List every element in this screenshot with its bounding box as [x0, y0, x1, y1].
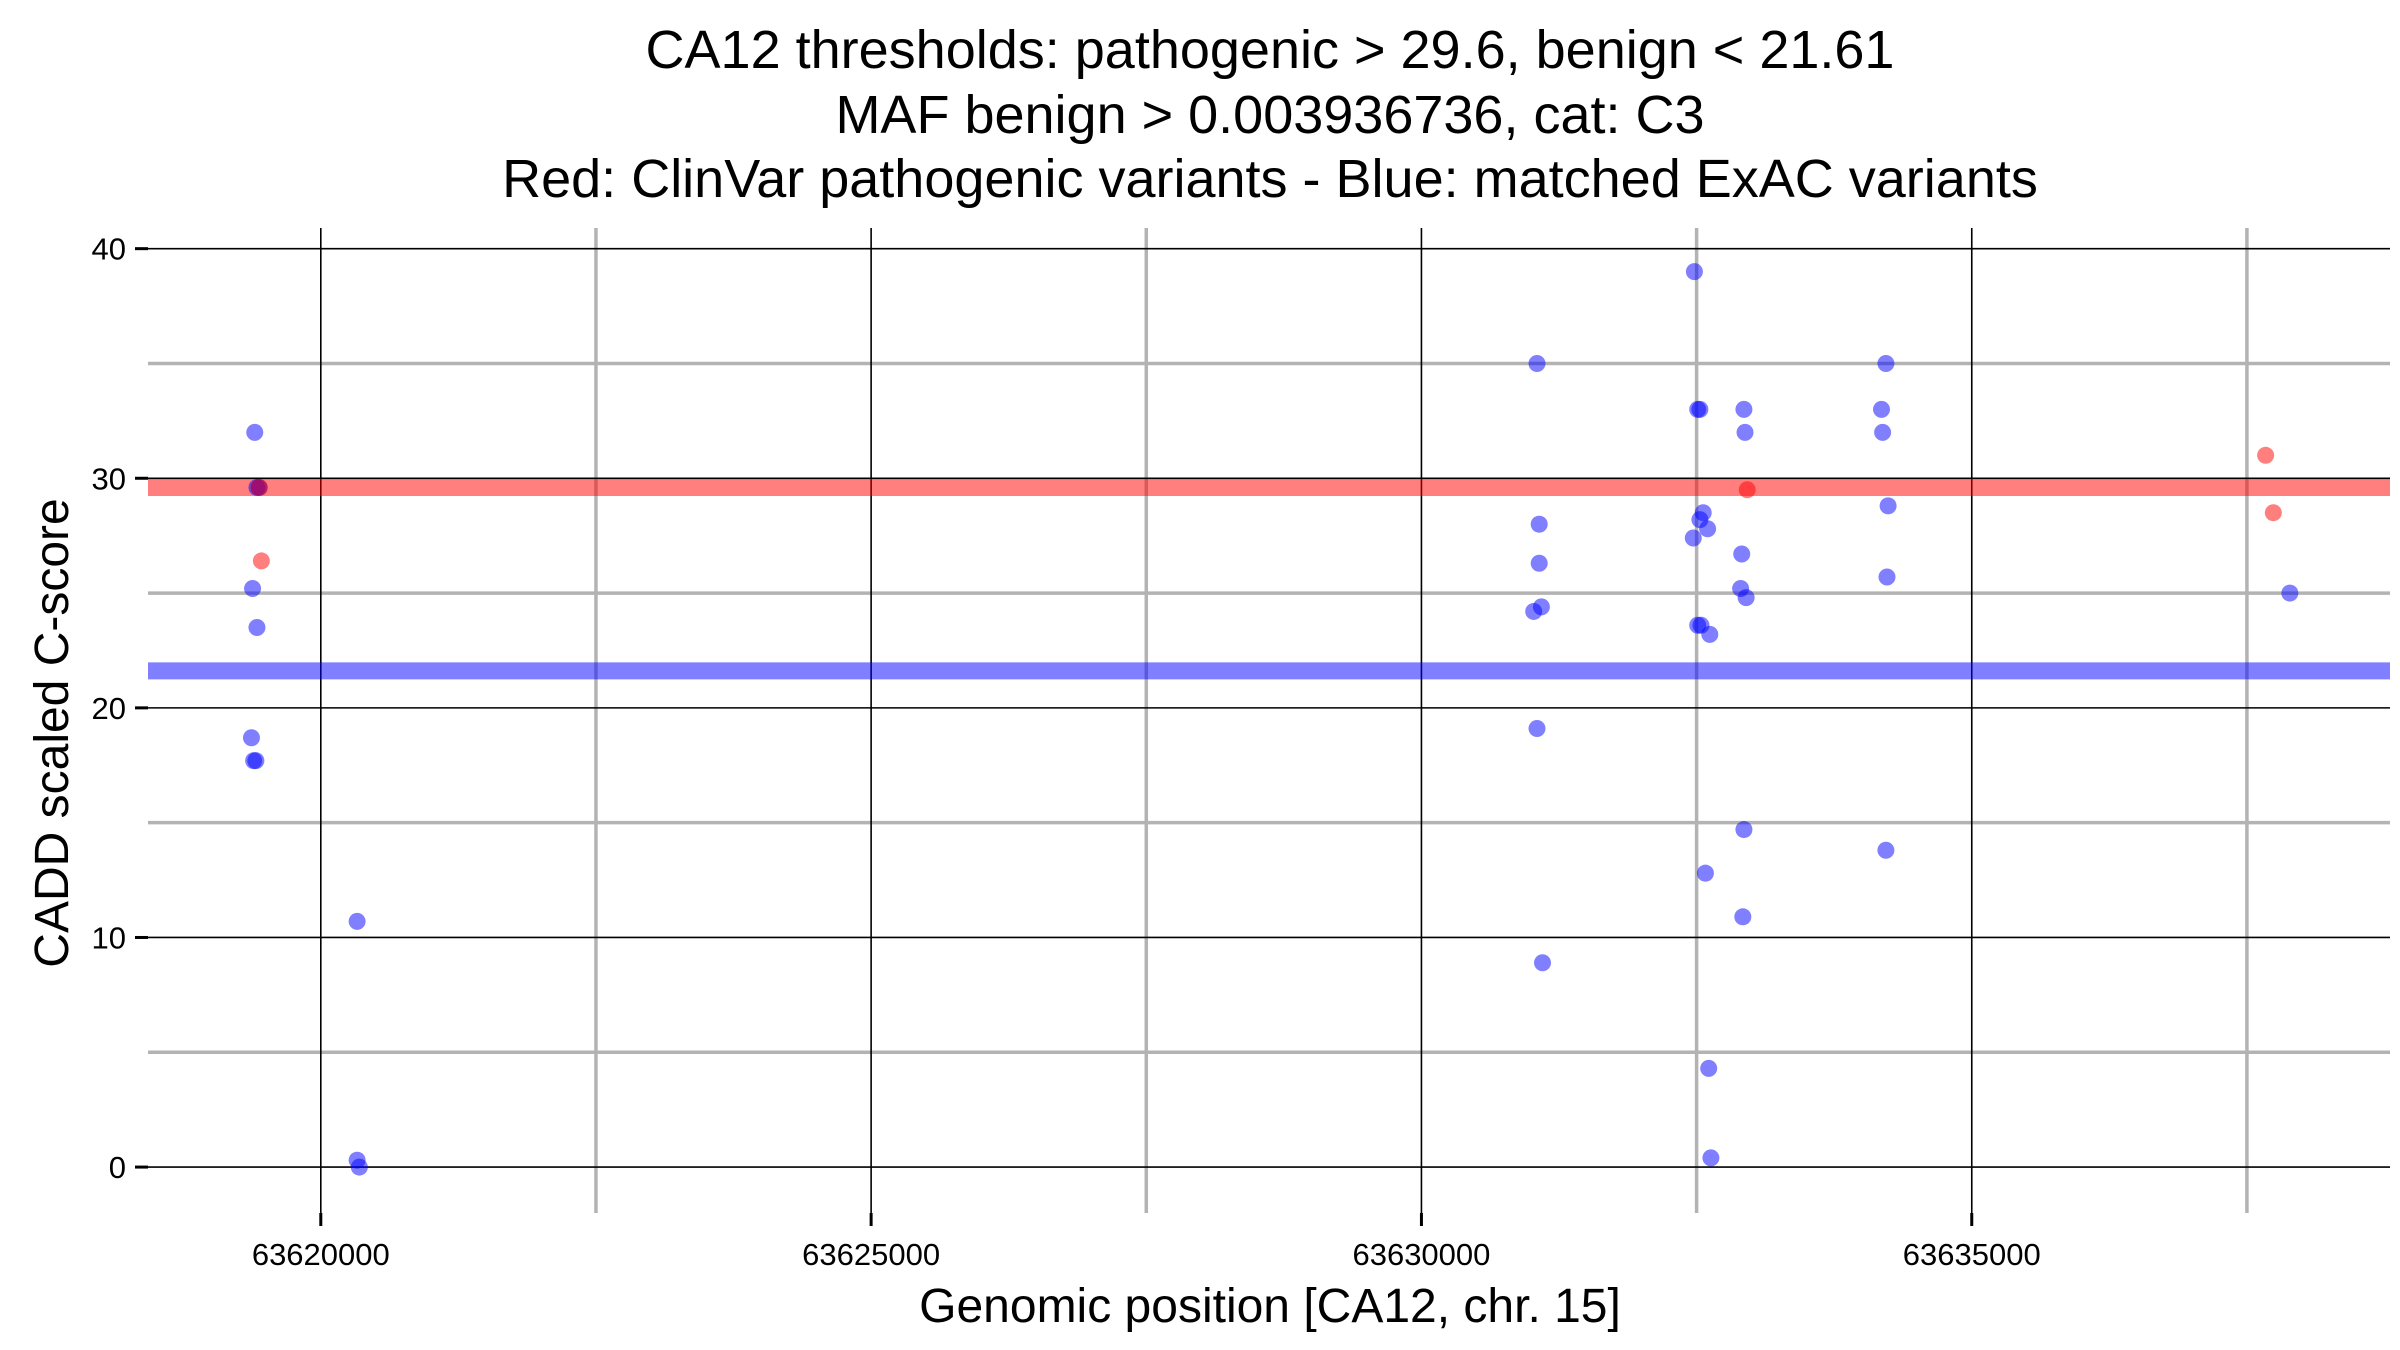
exac-point: [1735, 821, 1753, 839]
exac-point: [246, 423, 264, 441]
grid: [148, 228, 2390, 1213]
exac-point: [1736, 423, 1754, 441]
y-tick-label: 40: [92, 232, 126, 267]
chart-title: CA12 thresholds: pathogenic > 29.6, beni…: [502, 20, 2038, 209]
exac-point: [1699, 520, 1717, 538]
threshold-bands: [148, 478, 2390, 680]
exac-point: [1735, 400, 1753, 418]
exac-point: [1685, 263, 1703, 281]
exac-point: [247, 752, 265, 770]
exac-point: [1534, 954, 1552, 972]
title-line-1: CA12 thresholds: pathogenic > 29.6, beni…: [646, 20, 1895, 80]
exac-point: [1879, 497, 1897, 515]
y-tick-label: 10: [92, 920, 126, 955]
exac-point: [1737, 589, 1755, 607]
y-tick-label: 30: [92, 461, 126, 496]
exac-point: [244, 579, 262, 597]
exac-point: [1691, 400, 1709, 418]
exac-point: [1528, 720, 1546, 738]
exac-point: [1530, 554, 1548, 572]
x-tick-label: 63620000: [252, 1237, 390, 1272]
exac-point: [2281, 584, 2299, 602]
exac-point: [1874, 423, 1892, 441]
exac-point: [1734, 908, 1752, 926]
data-points: [242, 263, 2299, 1176]
exac-point: [1877, 841, 1895, 859]
exac-point: [1700, 1059, 1718, 1077]
x-axis-title: Genomic position [CA12, chr. 15]: [919, 1280, 1621, 1333]
exac-point: [1528, 354, 1546, 372]
exac-point: [1696, 864, 1714, 882]
clinvar-point: [252, 552, 270, 570]
x-tick-label: 63635000: [1903, 1237, 2041, 1272]
clinvar-point: [2264, 504, 2282, 522]
x-tick-label: 63625000: [802, 1237, 940, 1272]
exac-point: [1878, 568, 1896, 586]
clinvar-point: [1738, 481, 1756, 499]
title-line-2: MAF benign > 0.003936736, cat: C3: [835, 85, 1704, 145]
y-axis-title: CADD scaled C-score: [26, 498, 79, 967]
y-tick-label: 0: [109, 1150, 126, 1185]
clinvar-point: [250, 478, 268, 496]
exac-point: [1877, 354, 1895, 372]
title-line-3: Red: ClinVar pathogenic variants - Blue:…: [502, 149, 2038, 209]
exac-point: [350, 1158, 368, 1176]
axis-ticks: 63620000 63625000 63630000 63635000 0 10 20 30 4…: [92, 232, 2041, 1272]
exac-point: [1530, 515, 1548, 533]
exac-point: [1532, 598, 1550, 616]
exac-point: [1733, 545, 1751, 563]
exac-point: [348, 912, 366, 930]
exac-point: [1684, 529, 1702, 547]
exac-point: [1702, 1149, 1720, 1167]
exac-point: [1701, 625, 1719, 643]
exac-point: [242, 729, 260, 747]
clinvar-point: [2257, 446, 2275, 464]
exac-point: [1873, 400, 1891, 418]
x-tick-label: 63630000: [1352, 1237, 1490, 1272]
exac-point: [248, 619, 266, 637]
y-tick-label: 20: [92, 691, 126, 726]
